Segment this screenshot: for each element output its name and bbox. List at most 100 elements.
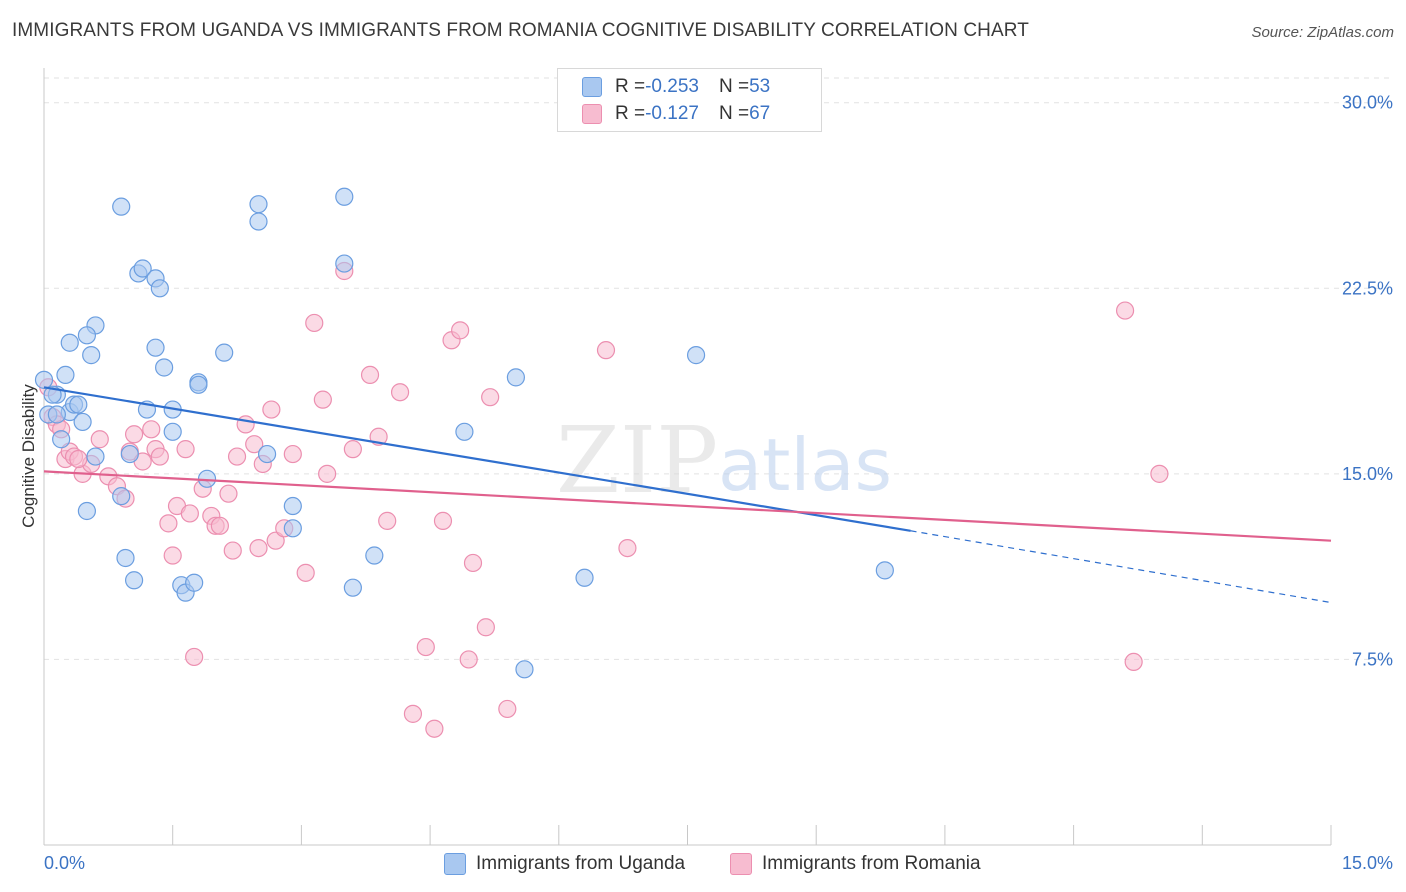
bottom-legend-swatch-uganda xyxy=(444,853,466,875)
uganda-point xyxy=(82,346,101,365)
romania-point xyxy=(390,383,410,402)
romania-point xyxy=(266,531,285,550)
romania-point xyxy=(476,618,495,637)
romania-point xyxy=(210,516,229,535)
romania-point xyxy=(69,449,88,469)
bottom-legend-uganda: Immigrants from Uganda xyxy=(444,851,685,877)
legend-row-uganda: R = -0.253 N = 53 xyxy=(558,74,770,100)
uganda-point xyxy=(335,254,354,273)
legend-row-romania: R = -0.127 N = 67 xyxy=(558,101,770,127)
uganda-point xyxy=(60,333,79,352)
romania-point xyxy=(245,435,264,454)
romania-point xyxy=(313,390,332,409)
uganda-point xyxy=(249,212,268,231)
uganda-point xyxy=(506,368,526,387)
romania-point xyxy=(305,313,324,333)
legend-n-value: 53 xyxy=(749,76,771,97)
grid-lines xyxy=(44,77,1392,660)
bottom-legend-swatch-romania xyxy=(730,853,752,875)
axes xyxy=(43,68,1332,846)
legend-n-label: N = xyxy=(718,103,750,124)
uganda-point xyxy=(189,375,208,394)
legend-r-value: -0.253 xyxy=(645,76,699,97)
uganda-point xyxy=(34,370,54,389)
uganda-point xyxy=(215,343,234,362)
y-tick-label: 7.5% xyxy=(1352,649,1393,669)
y-axis-title: Cognitive Disability xyxy=(19,384,38,528)
uganda-point xyxy=(112,197,131,216)
romania-point xyxy=(463,553,483,573)
series-uganda-points xyxy=(34,187,894,679)
chart-source: Source: ZipAtlas.com xyxy=(1251,24,1394,41)
romania-point xyxy=(163,546,182,565)
romania-point xyxy=(318,464,337,483)
romania-point xyxy=(262,400,281,419)
romania-point xyxy=(90,430,109,449)
romania-point xyxy=(227,447,247,466)
romania-point xyxy=(378,511,397,530)
romania-point xyxy=(425,719,444,738)
romania-point xyxy=(498,699,517,719)
romania-point xyxy=(451,321,470,340)
uganda-point xyxy=(343,578,362,597)
uganda-point xyxy=(335,187,354,206)
uganda-point xyxy=(365,546,384,565)
legend-swatch-romania xyxy=(582,104,602,124)
romania-trend-line xyxy=(43,470,1332,542)
uganda-point xyxy=(150,279,169,298)
watermark-zip: ZIP xyxy=(556,407,718,514)
romania-point xyxy=(459,650,478,669)
romania-point xyxy=(618,538,637,558)
uganda-point xyxy=(120,444,139,464)
chart-title: IMMIGRANTS FROM UGANDA VS IMMIGRANTS FRO… xyxy=(12,20,1029,41)
legend-r-value: -0.127 xyxy=(645,103,699,124)
legend-n-value: 67 xyxy=(749,103,771,124)
uganda-point xyxy=(515,660,534,679)
legend-swatch-uganda xyxy=(582,77,602,97)
uganda-point xyxy=(112,487,131,506)
uganda-point xyxy=(86,447,105,466)
romania-point xyxy=(180,504,199,523)
romania-point xyxy=(142,420,161,439)
romania-point xyxy=(296,563,315,582)
uganda-point xyxy=(77,326,97,345)
romania-point xyxy=(481,388,500,407)
uganda-point xyxy=(124,571,144,590)
romania-point xyxy=(343,440,362,459)
uganda-point xyxy=(133,259,152,278)
uganda-point xyxy=(283,496,302,516)
uganda-point xyxy=(257,444,277,464)
romania-point xyxy=(1124,652,1143,672)
romania-point xyxy=(360,365,380,385)
romania-point xyxy=(185,647,204,667)
legend-r-label: R = xyxy=(615,76,646,97)
romania-point xyxy=(1150,464,1169,483)
uganda-point xyxy=(455,422,474,441)
bottom-legend-label-romania: Immigrants from Romania xyxy=(762,853,981,874)
uganda-trend-extension xyxy=(910,530,1332,604)
romania-point xyxy=(150,447,169,466)
romania-point xyxy=(124,425,144,444)
romania-point xyxy=(223,541,242,560)
romania-point xyxy=(176,440,195,459)
uganda-point xyxy=(73,412,92,432)
uganda-point xyxy=(52,430,71,449)
uganda-point xyxy=(69,395,88,414)
uganda-point xyxy=(249,195,268,214)
romania-point xyxy=(403,704,423,723)
legend: R = -0.253 N = 53 R = -0.127 N = 67 xyxy=(557,68,822,132)
x-tick-label: 0.0% xyxy=(44,853,85,873)
uganda-point xyxy=(875,561,894,580)
uganda-point xyxy=(56,365,75,385)
uganda-point xyxy=(116,548,135,568)
legend-r-label: R = xyxy=(615,103,646,124)
romania-point xyxy=(283,444,302,464)
uganda-point xyxy=(146,338,165,357)
bottom-legend-romania: Immigrants from Romania xyxy=(730,851,981,877)
romania-point xyxy=(596,341,616,360)
romania-point xyxy=(249,538,268,558)
y-tick-label: 15.0% xyxy=(1342,464,1393,484)
romania-point xyxy=(236,415,255,434)
uganda-point xyxy=(163,422,182,441)
uganda-point xyxy=(77,501,97,521)
